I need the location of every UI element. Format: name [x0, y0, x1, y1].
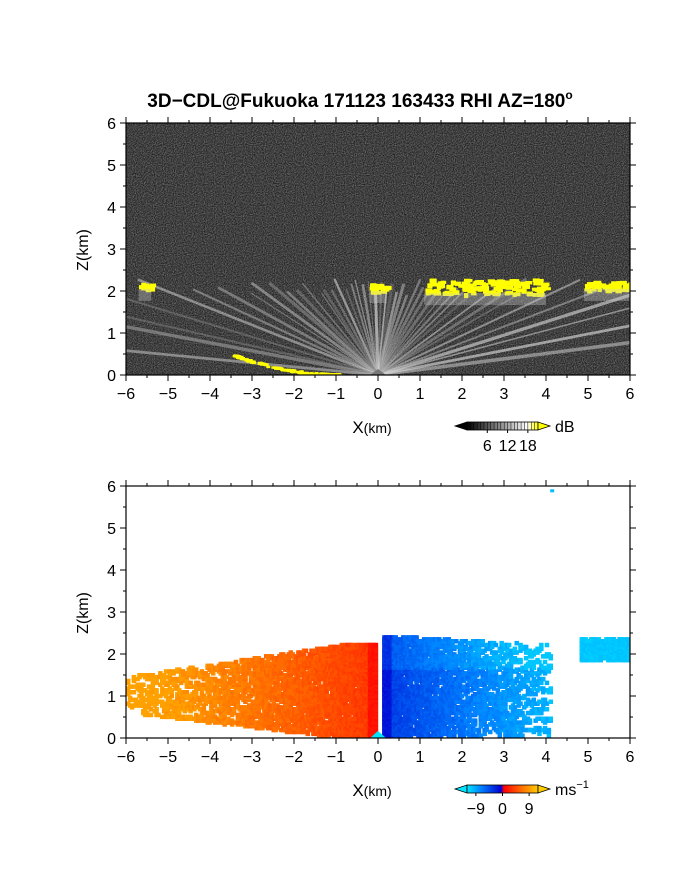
x-tick-label: −6: [117, 386, 135, 403]
x-tick-label: 0: [374, 386, 383, 403]
backscatter-image: [118, 123, 639, 470]
cloud-pixel: [379, 284, 384, 289]
y-tick-label: 4: [107, 200, 116, 217]
backscatter-ylabel: Z(km): [75, 229, 92, 271]
cloud-pixel: [370, 283, 376, 287]
cloud-pixel: [476, 280, 484, 284]
cloud-halo: [370, 291, 387, 303]
colorbar-low-triangle: [455, 422, 467, 430]
cloud-pixel: [628, 282, 634, 285]
surface-echo-pixel: [274, 367, 278, 370]
velocity-pixel: [374, 643, 379, 648]
cloud-pixel: [532, 288, 537, 291]
cloud-pixel: [542, 283, 549, 287]
cloud-halo: [139, 289, 152, 301]
cloud-halo: [584, 289, 630, 301]
cloud-pixel: [609, 283, 615, 287]
page-title: 3D−CDL@Fukuoka 171123 163433 RHI AZ=180o: [147, 88, 572, 112]
cloud-pixel: [473, 283, 477, 286]
colorbar-body: [467, 422, 538, 430]
cloud-pixel: [512, 288, 519, 292]
x-tick-label: −5: [159, 386, 177, 403]
cloud-pixel: [468, 287, 475, 290]
x-tick-label: 2: [458, 386, 467, 403]
surface-echo-pixel: [280, 368, 284, 371]
cloud-pixel: [630, 282, 638, 287]
cloud-pixel: [524, 283, 529, 287]
cloud-pixel: [434, 289, 438, 294]
colorbar-unit: dB: [555, 419, 575, 436]
cloud-pixel: [438, 281, 443, 286]
velocity-image: [126, 486, 633, 738]
surface-echo-pixel: [296, 371, 300, 374]
surface-echo-pixel: [252, 362, 256, 365]
cloud-pixel: [587, 282, 595, 285]
cloud-halo: [424, 293, 546, 305]
velocity-pixel: [473, 718, 478, 723]
surface-echo-pixel: [300, 372, 304, 375]
cloud-pixel: [502, 286, 507, 289]
cloud-pixel: [430, 279, 437, 284]
x-tick-label: −4: [201, 386, 219, 403]
x-tick-label: 3: [500, 386, 509, 403]
y-tick-label: 6: [107, 116, 116, 133]
y-tick-label: 3: [107, 242, 116, 259]
cloud-pixel: [451, 280, 456, 285]
surface-echo-pixel: [249, 360, 253, 363]
cloud-pixel: [370, 287, 374, 291]
cloud-pixel: [460, 284, 468, 287]
x-tick-label: −3: [243, 386, 261, 403]
cloud-pixel: [519, 288, 524, 292]
cloud-pixel: [446, 285, 453, 290]
cloud-pixel: [483, 289, 489, 293]
cloud-pixel: [431, 283, 438, 287]
x-tick-label: 1: [416, 386, 425, 403]
cloud-pixel: [497, 286, 502, 290]
page-title-text: 3D−CDL@Fukuoka 171123 163433 RHI AZ=180: [147, 91, 565, 112]
y-tick-label: 2: [107, 284, 116, 301]
cloud-pixel: [488, 280, 495, 285]
surface-echo-pixel: [290, 369, 294, 372]
surface-echo-pixel: [241, 357, 245, 360]
surface-echo-pixel: [265, 363, 269, 366]
velocity-pixel: [154, 688, 159, 693]
surface-echo-pixel: [233, 355, 237, 358]
cloud-pixel: [605, 285, 609, 288]
backscatter-xlabel: X(km): [352, 418, 391, 437]
x-tick-label: 5: [584, 386, 593, 403]
cloud-pixel: [617, 281, 625, 285]
cloud-pixel: [514, 284, 522, 287]
surface-echo-pixel: [314, 372, 318, 375]
page-title-superscript: o: [565, 88, 572, 102]
y-tick-label: 1: [107, 326, 116, 343]
x-tick-label: −1: [327, 386, 345, 403]
velocity-pixel: [126, 679, 131, 684]
x-tick-label: −2: [285, 386, 303, 403]
colorbar-tick-label: 18: [519, 438, 537, 455]
cloud-pixel: [509, 279, 516, 283]
colorbar-high-triangle: [538, 422, 550, 430]
colorbar-tick-label: 6: [483, 438, 492, 455]
y-tick-label: 5: [107, 158, 116, 175]
cloud-pixel: [464, 279, 470, 284]
cloud-pixel: [596, 285, 600, 290]
cloud-pixel: [426, 288, 433, 291]
colorbar-tick-label: 12: [499, 438, 517, 455]
cloud-pixel: [139, 285, 143, 289]
cloud-pixel: [478, 288, 483, 292]
surface-echo-pixel: [261, 362, 265, 365]
cloud-pixel: [495, 282, 500, 286]
velocity-pixel: [154, 707, 159, 712]
x-tick-label: 6: [626, 386, 635, 403]
velocity-pixel: [141, 683, 146, 688]
x-tick-label: 4: [542, 386, 551, 403]
cloud-pixel: [535, 281, 543, 285]
y-tick-label: 0: [107, 368, 116, 385]
